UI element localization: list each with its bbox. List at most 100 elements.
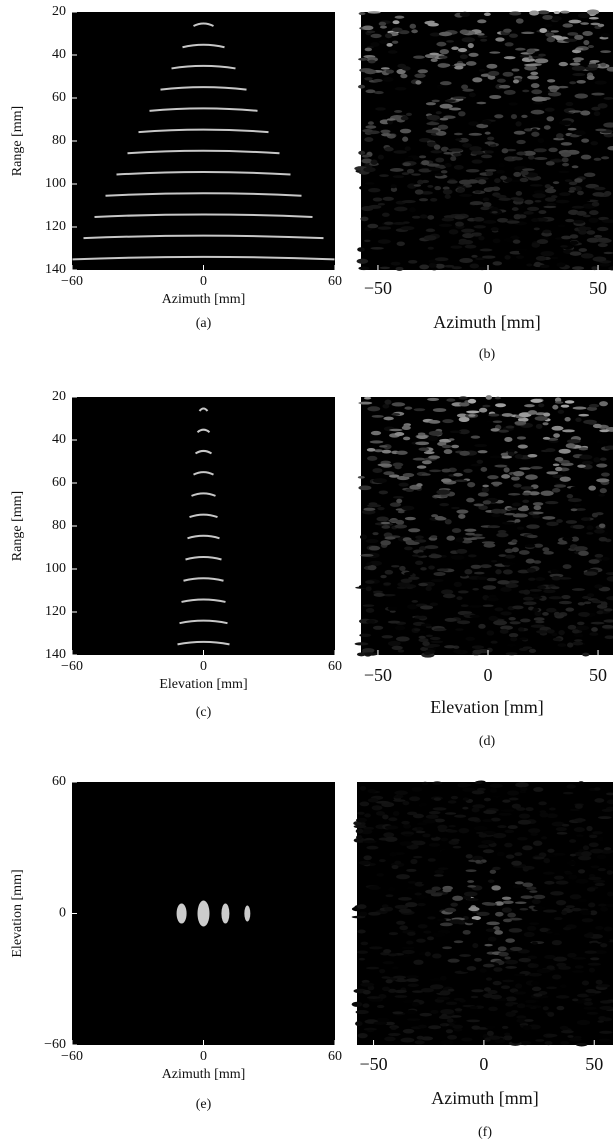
echo-arc — [138, 128, 269, 134]
speckle — [494, 396, 501, 400]
speckle — [532, 502, 544, 506]
speckle — [413, 855, 423, 859]
speckle — [474, 859, 482, 864]
speckle — [459, 29, 469, 35]
speckle — [355, 817, 367, 823]
speckle — [586, 825, 593, 832]
speckle — [479, 968, 487, 973]
speckle — [358, 860, 371, 865]
speckle — [369, 560, 382, 566]
speckle — [465, 169, 480, 173]
speckle — [536, 968, 551, 974]
speckle — [461, 539, 473, 544]
speckle — [433, 494, 442, 498]
speckle — [496, 532, 509, 538]
speckle — [421, 882, 432, 885]
speckle — [535, 620, 545, 624]
speckle — [454, 65, 464, 70]
speckle — [596, 439, 608, 445]
speckle — [394, 995, 408, 998]
speckle — [559, 476, 571, 482]
speckle — [564, 400, 575, 404]
speckle — [569, 894, 582, 900]
speckle — [381, 525, 391, 529]
speckle — [488, 1035, 501, 1040]
speckle — [417, 902, 426, 907]
speckle — [422, 833, 431, 838]
speckle — [530, 71, 539, 76]
speckle — [544, 954, 556, 960]
speckle — [379, 969, 386, 974]
speckle — [388, 519, 401, 523]
speckle — [415, 535, 424, 539]
speckle — [441, 589, 454, 595]
speckle — [387, 606, 398, 611]
speckle — [519, 54, 530, 58]
speckle — [446, 40, 455, 43]
speckle — [444, 617, 457, 622]
speckle — [577, 190, 584, 196]
speckle — [480, 38, 488, 42]
speckle — [514, 881, 524, 885]
speckle — [556, 831, 568, 835]
speckle — [378, 884, 388, 888]
speckle — [456, 413, 468, 418]
speckle — [552, 474, 564, 479]
speckle — [597, 1020, 604, 1023]
speckle — [426, 122, 440, 126]
speckle — [607, 145, 613, 151]
speckle — [466, 1019, 481, 1023]
speckle — [453, 581, 462, 588]
echo-arc — [179, 619, 228, 625]
speckle — [527, 454, 538, 458]
speckle — [427, 246, 434, 250]
speckle — [433, 144, 441, 150]
speckle — [544, 188, 557, 194]
speckle — [518, 957, 531, 963]
speckle — [360, 941, 369, 946]
speckle — [515, 18, 524, 24]
speckle — [534, 416, 549, 421]
speckle — [461, 228, 475, 233]
x-tick-label: 0 — [200, 1049, 207, 1064]
speckle — [444, 907, 457, 913]
speckle — [376, 800, 390, 804]
speckle — [351, 1001, 363, 1007]
speckle — [503, 467, 510, 473]
speckle — [413, 615, 428, 619]
speckle — [533, 560, 542, 564]
speckle — [387, 944, 400, 948]
speckle — [373, 1021, 388, 1025]
speckle — [358, 150, 366, 155]
y-tick-label: 20 — [52, 389, 66, 404]
speckle — [522, 492, 531, 496]
speckle — [522, 845, 533, 851]
speckle — [495, 569, 502, 575]
speckle — [362, 128, 373, 133]
speckle — [533, 617, 545, 621]
speckle — [500, 455, 513, 459]
speckle — [406, 112, 413, 117]
speckle — [442, 946, 453, 950]
speckle — [417, 924, 428, 929]
speckle — [575, 625, 590, 631]
speckle — [462, 232, 474, 239]
speckle — [518, 647, 528, 651]
y-axis-label: Elevation [mm] — [10, 869, 25, 957]
speckle — [393, 795, 402, 799]
speckle — [456, 596, 463, 601]
speckle — [385, 979, 393, 984]
speckle — [567, 624, 577, 630]
speckle — [377, 506, 385, 511]
speckle — [508, 633, 519, 638]
speckle — [527, 155, 535, 160]
speckle — [511, 539, 518, 544]
speckle — [560, 984, 567, 989]
speckle — [591, 599, 601, 604]
speckle — [533, 148, 547, 153]
speckle — [359, 633, 372, 637]
speckle — [591, 106, 601, 111]
speckle — [546, 471, 559, 475]
speckle — [562, 564, 572, 570]
speckle — [476, 459, 484, 464]
